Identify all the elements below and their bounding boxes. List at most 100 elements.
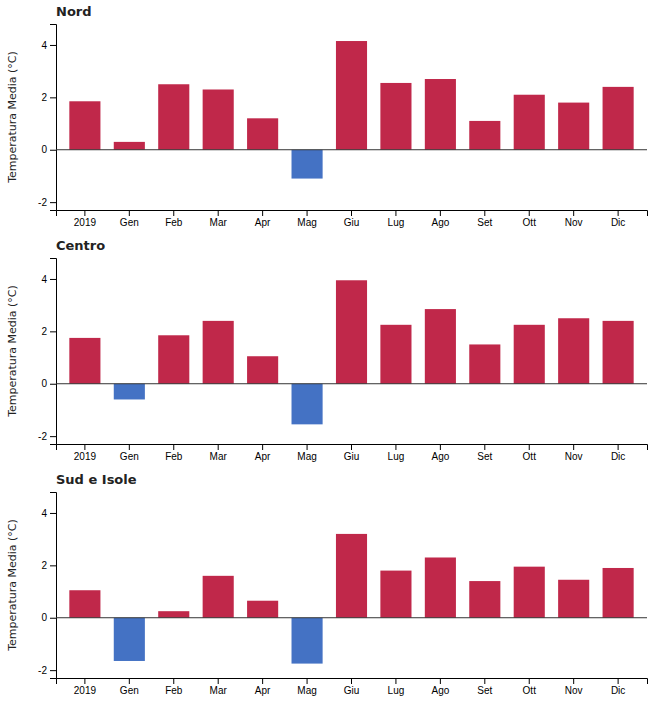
- x-tick-label: Feb: [165, 217, 183, 228]
- zero-line: [56, 149, 647, 150]
- bar: [558, 318, 589, 383]
- bar: [158, 84, 189, 149]
- bar: [425, 557, 456, 617]
- x-tick-mark: [84, 210, 85, 216]
- y-tick-label: 2: [41, 560, 47, 571]
- x-tick-mark: [84, 444, 85, 450]
- y-tick: -2: [38, 197, 56, 208]
- bar: [469, 344, 500, 383]
- bar: [69, 590, 100, 618]
- x-tick-mark: [395, 444, 396, 450]
- bar: [69, 101, 100, 149]
- x-tick: Apr: [255, 210, 271, 228]
- bar: [469, 581, 500, 618]
- x-tick-label: Gen: [120, 451, 139, 462]
- y-tick-mark: [50, 150, 56, 151]
- x-tick-label: Giu: [344, 451, 360, 462]
- x-tick: Giu: [344, 678, 360, 696]
- y-tick-label: 2: [41, 92, 47, 103]
- x-tick-label: Feb: [165, 685, 183, 696]
- y-tick-mark: [50, 618, 56, 619]
- bar: [603, 568, 634, 618]
- x-tick-label: Dic: [611, 685, 625, 696]
- bar: [514, 95, 545, 150]
- y-axis: -2024: [38, 259, 56, 445]
- plot-area: [56, 280, 647, 424]
- bar: [203, 321, 234, 384]
- bar: [336, 534, 367, 618]
- bar: [114, 618, 145, 661]
- x-tick-label: 2019: [74, 217, 97, 228]
- y-tick-label: -2: [38, 665, 47, 676]
- y-tick-label: -2: [38, 431, 47, 442]
- y-tick: -2: [38, 431, 56, 442]
- x-tick-label: Ott: [523, 685, 537, 696]
- x-tick: Ott: [523, 444, 537, 462]
- x-tick-mark: [395, 210, 396, 216]
- y-tick-mark: [50, 513, 56, 514]
- x-tick-label: Ago: [431, 217, 449, 228]
- x-tick-mark: [218, 678, 219, 684]
- bar: [558, 580, 589, 618]
- bar: [380, 325, 411, 384]
- x-tick-mark: [573, 210, 574, 216]
- bar: [247, 356, 278, 384]
- y-tick: 0: [41, 612, 56, 623]
- x-tick-mark: [351, 444, 352, 450]
- y-axis-line: [50, 493, 57, 679]
- x-tick: Apr: [255, 678, 271, 696]
- x-tick-mark: [440, 210, 441, 216]
- bar: [247, 118, 278, 149]
- x-tick: Ott: [523, 678, 537, 696]
- y-axis-line: [50, 25, 57, 211]
- y-axis: -2024: [38, 25, 56, 211]
- x-tick: Nov: [565, 678, 583, 696]
- x-tick-mark: [173, 210, 174, 216]
- x-tick-label: Apr: [255, 451, 271, 462]
- x-tick: Mar: [210, 210, 228, 228]
- y-tick: 2: [41, 92, 56, 103]
- x-tick-mark: [529, 678, 530, 684]
- y-tick-mark: [50, 331, 56, 332]
- x-tick-label: Mag: [297, 217, 316, 228]
- x-tick: 2019: [74, 210, 97, 228]
- y-tick-label: 4: [41, 508, 47, 519]
- x-tick-label: Gen: [120, 217, 139, 228]
- bar: [203, 576, 234, 618]
- x-tick: Giu: [344, 210, 360, 228]
- y-tick-mark: [50, 279, 56, 280]
- x-tick-label: Apr: [255, 685, 271, 696]
- x-tick-label: Nov: [565, 217, 583, 228]
- x-tick: Gen: [120, 678, 139, 696]
- y-tick-label: 4: [41, 274, 47, 285]
- y-tick-mark: [50, 565, 56, 566]
- x-tick-label: Gen: [120, 685, 139, 696]
- x-axis-line: [57, 211, 648, 217]
- x-tick: Mag: [297, 444, 316, 462]
- x-tick-mark: [351, 210, 352, 216]
- x-tick-label: 2019: [74, 685, 97, 696]
- x-tick-label: Set: [477, 685, 492, 696]
- x-tick-mark: [84, 678, 85, 684]
- x-tick: Mag: [297, 678, 316, 696]
- title: Nord: [56, 4, 92, 19]
- x-tick-label: Lug: [388, 217, 405, 228]
- x-tick-mark: [395, 678, 396, 684]
- bar: [158, 611, 189, 618]
- bar: [292, 150, 323, 179]
- x-tick-label: Giu: [344, 685, 360, 696]
- x-tick-label: Mar: [210, 217, 228, 228]
- x-tick: Apr: [255, 444, 271, 462]
- bar: [203, 89, 234, 149]
- x-tick: Ago: [431, 678, 449, 696]
- x-tick-mark: [262, 678, 263, 684]
- x-tick-mark: [573, 678, 574, 684]
- x-tick: Nov: [565, 444, 583, 462]
- y-tick-mark: [50, 97, 56, 98]
- x-tick: Ago: [431, 210, 449, 228]
- x-tick: Ago: [431, 444, 449, 462]
- x-axis-line: [57, 445, 648, 451]
- zero-line: [56, 383, 647, 384]
- x-tick: Set: [477, 444, 492, 462]
- x-tick-label: Nov: [565, 685, 583, 696]
